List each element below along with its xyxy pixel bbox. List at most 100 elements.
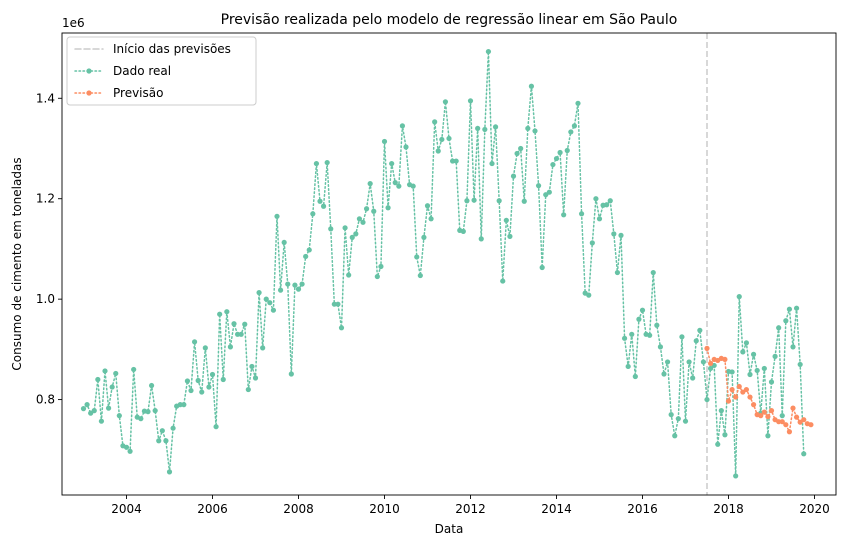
y-tick-label: 1.4 (36, 91, 55, 105)
series-actual-point (471, 197, 477, 203)
series-actual-point (482, 126, 488, 133)
series-actual-point (604, 202, 610, 208)
series-actual-point (790, 344, 796, 350)
series-actual-point (331, 301, 337, 307)
axes: 2004 2006 2008 2010 2012 2014 2016 2018 2020 0.8 1… (36, 32, 837, 516)
legend: Início das previsões Dado real Previsão (66, 36, 257, 106)
series-forecast-point (733, 394, 739, 400)
x-tick-label: 2006 (197, 502, 228, 516)
series-actual-point (249, 363, 255, 370)
series-actual-point (704, 396, 710, 403)
series-actual-point (410, 183, 416, 189)
series-actual-point (772, 353, 778, 359)
series-actual-point (729, 369, 735, 375)
series-forecast-point (747, 394, 753, 400)
series-actual-point (754, 367, 760, 374)
series-actual-point (485, 48, 492, 55)
series-actual-point (231, 321, 237, 327)
series-actual-point (378, 263, 384, 270)
series-actual-point (464, 198, 470, 204)
series-actual-point (131, 366, 137, 373)
series-actual-point (159, 428, 165, 434)
series-actual-point (342, 225, 348, 231)
series-forecast-point (790, 405, 796, 411)
series-actual-point (399, 123, 406, 129)
series-forecast-point (761, 409, 767, 415)
series-actual-point (507, 233, 513, 239)
series-actual-point (654, 322, 660, 328)
series-actual-point (525, 125, 531, 132)
series-actual-point (571, 123, 578, 129)
series-actual-point (306, 247, 312, 253)
series-actual-point (98, 418, 105, 424)
series-actual-point (639, 307, 646, 313)
series-actual-point (736, 294, 742, 300)
series-actual-point (424, 203, 431, 209)
series-actual-point (743, 340, 750, 346)
series-actual-point (127, 448, 133, 454)
series-actual-point (349, 234, 355, 240)
x-tick-label: 2004 (111, 502, 142, 516)
x-tick-label: 2012 (455, 502, 486, 516)
legend-actual-label: Dado real (113, 64, 171, 78)
series-actual-point (475, 125, 481, 132)
series-actual-point (156, 438, 162, 444)
series-actual-point (428, 216, 434, 222)
x-tick-label: 2020 (799, 502, 830, 516)
series-actual-point (682, 418, 689, 424)
series-actual-point (170, 425, 176, 431)
series-forecast-point (776, 419, 782, 425)
x-tick-label: 2014 (541, 502, 572, 516)
series-actual-point (148, 382, 155, 389)
series-actual-point (589, 240, 595, 246)
series-actual-point (389, 160, 395, 167)
series-actual-point (324, 159, 330, 166)
series-actual-point (668, 412, 674, 418)
series-actual-point (625, 363, 631, 370)
x-axis-label: Data (435, 522, 464, 536)
series-actual-point (718, 408, 724, 414)
series-actual-point (496, 198, 502, 204)
series-actual-point (783, 318, 789, 324)
series-actual-point (768, 379, 775, 385)
series-actual-point (209, 371, 216, 378)
series-actual-point (439, 136, 445, 143)
series-actual-point (166, 469, 173, 475)
series-actual-point (578, 211, 585, 217)
legend-forecast-marker (86, 90, 92, 96)
series-actual-point (220, 376, 226, 383)
series-actual-point (733, 473, 739, 479)
series-actual-point (123, 444, 130, 450)
series-actual-point (317, 198, 323, 204)
series-actual-point (776, 325, 782, 331)
series-actual-point (91, 408, 97, 414)
series-actual-point (320, 203, 327, 209)
series-actual-point (234, 331, 241, 337)
series-actual-line (82, 51, 805, 476)
series-actual-point (374, 273, 380, 280)
series-actual-point (779, 413, 785, 419)
series-actual-point (564, 147, 570, 154)
legend-forecast-label: Previsão (113, 86, 163, 100)
legend-forecast-start-label: Início das previsões (113, 42, 231, 56)
x-tick-label: 2016 (627, 502, 658, 516)
y-tick-label: 1.0 (36, 292, 55, 306)
y-axis-offset-label: 1e6 (62, 16, 85, 30)
series-actual-point (338, 325, 345, 331)
series-actual-point (371, 208, 377, 214)
series-actual-point (417, 272, 423, 279)
series-actual-point (514, 150, 520, 157)
series-actual-point (593, 196, 599, 202)
series-actual-point (224, 309, 230, 315)
series-actual-point (801, 451, 807, 457)
series-forecast-point (758, 413, 764, 419)
series-actual-point (363, 206, 370, 212)
series-actual-point (793, 305, 800, 311)
series-actual-point (765, 433, 771, 439)
series-actual-point (550, 161, 556, 168)
series-actual-point (199, 389, 205, 395)
series-actual-point (707, 365, 714, 372)
series-actual-point (206, 384, 212, 390)
series-actual-point (202, 345, 208, 351)
